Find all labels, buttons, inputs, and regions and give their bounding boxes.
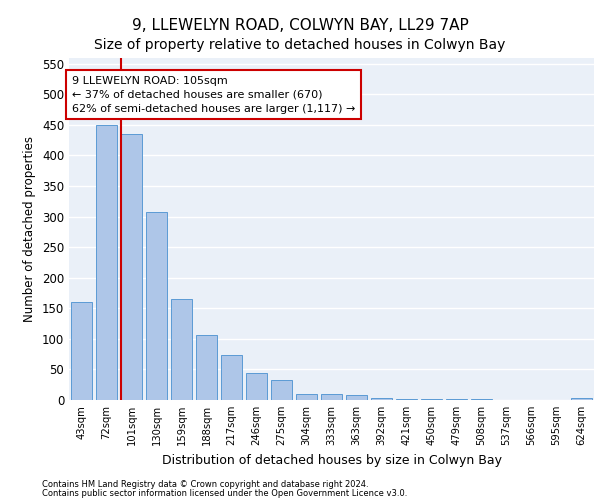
Text: 9 LLEWELYN ROAD: 105sqm
← 37% of detached houses are smaller (670)
62% of semi-d: 9 LLEWELYN ROAD: 105sqm ← 37% of detache…: [72, 76, 355, 114]
Bar: [396, 399, 417, 400]
Bar: [321, 394, 342, 400]
Text: Size of property relative to detached houses in Colwyn Bay: Size of property relative to detached ho…: [94, 38, 506, 52]
Bar: [246, 373, 267, 400]
Bar: [571, 398, 592, 400]
Bar: [221, 356, 242, 400]
Bar: [146, 212, 167, 400]
Bar: [196, 335, 217, 400]
Bar: [96, 125, 117, 400]
Text: 9, LLEWELYN ROAD, COLWYN BAY, LL29 7AP: 9, LLEWELYN ROAD, COLWYN BAY, LL29 7AP: [131, 18, 469, 32]
X-axis label: Distribution of detached houses by size in Colwyn Bay: Distribution of detached houses by size …: [161, 454, 502, 466]
Bar: [346, 395, 367, 400]
Bar: [271, 380, 292, 400]
Text: Contains public sector information licensed under the Open Government Licence v3: Contains public sector information licen…: [42, 488, 407, 498]
Bar: [171, 299, 192, 400]
Bar: [296, 394, 317, 400]
Bar: [71, 302, 92, 400]
Y-axis label: Number of detached properties: Number of detached properties: [23, 136, 37, 322]
Bar: [121, 134, 142, 400]
Text: Contains HM Land Registry data © Crown copyright and database right 2024.: Contains HM Land Registry data © Crown c…: [42, 480, 368, 489]
Bar: [371, 398, 392, 400]
